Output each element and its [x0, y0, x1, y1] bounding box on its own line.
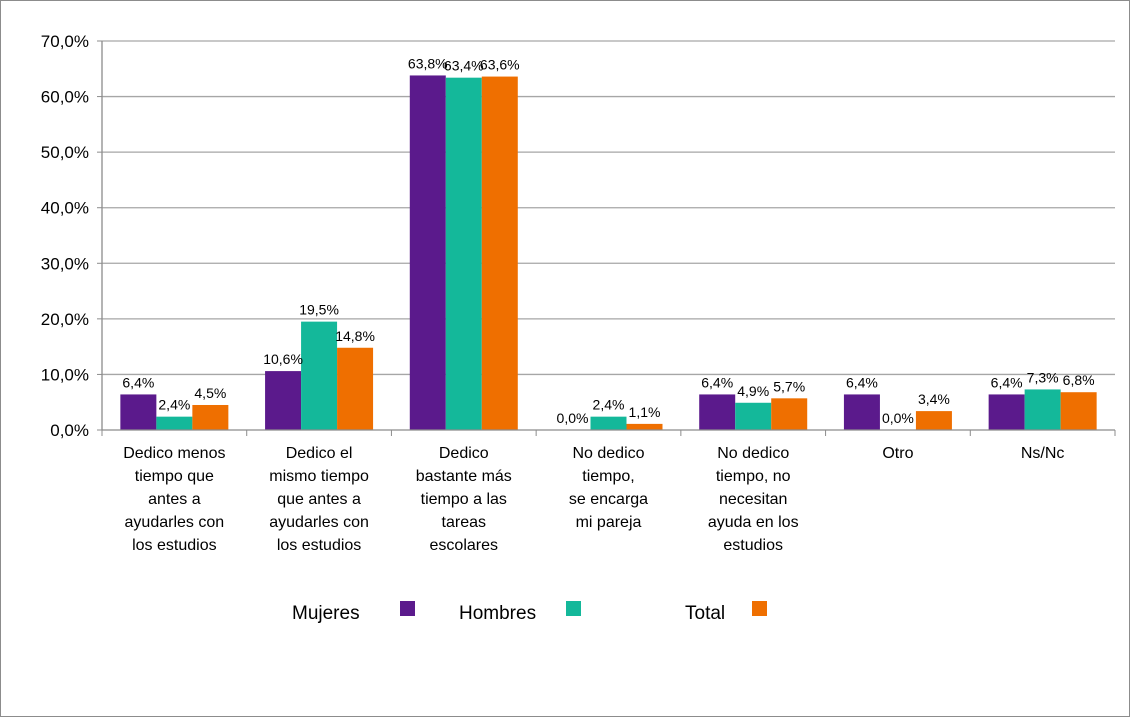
- data-label: 63,4%: [444, 58, 484, 74]
- category-label-line: los estudios: [132, 537, 217, 554]
- category-label-line: tiempo,: [582, 468, 634, 485]
- category-label-line: necesitan: [719, 491, 788, 508]
- category-label-line: Dedico el: [286, 445, 353, 462]
- bar: [409, 75, 446, 430]
- category-label-line: mi pareja: [576, 514, 642, 531]
- y-tick-label: 70,0%: [41, 32, 89, 51]
- data-label: 6,4%: [991, 374, 1023, 390]
- bar: [988, 394, 1025, 430]
- category-label-line: tareas: [442, 514, 486, 531]
- bar: [337, 347, 374, 430]
- y-tick-label: 0,0%: [50, 421, 89, 440]
- bar: [481, 76, 518, 431]
- category-label-line: tiempo, no: [716, 468, 791, 485]
- data-label: 6,4%: [846, 374, 878, 390]
- category-label-line: bastante más: [416, 468, 512, 485]
- category-label: Dedico el mismo tiempo que antes a ayudarle…: [269, 445, 369, 554]
- y-tick-label: 60,0%: [41, 88, 89, 107]
- category-label-line: Ns/Nc: [1021, 445, 1065, 462]
- bar: [843, 394, 880, 430]
- data-label: 14,8%: [335, 328, 375, 344]
- bar: [590, 416, 627, 430]
- y-tick-label: 20,0%: [41, 310, 89, 329]
- legend-swatch: [752, 601, 767, 616]
- category-label: Ns/Nc: [1021, 445, 1065, 462]
- category-label: Dedico bastante más tiempo a las tareas esco…: [416, 445, 512, 554]
- bar: [301, 321, 338, 430]
- bar: [915, 411, 952, 430]
- data-label: 1,1%: [629, 404, 661, 420]
- bar: [445, 77, 482, 431]
- data-label: 4,5%: [194, 385, 226, 401]
- bar: [771, 398, 808, 430]
- bar: [1024, 389, 1061, 430]
- data-label: 63,6%: [480, 57, 520, 73]
- category-label-line: mismo tiempo: [269, 468, 369, 485]
- category-label-line: ayudarles con: [125, 514, 225, 531]
- category-label-line: tiempo a las: [421, 491, 507, 508]
- data-label: 7,3%: [1027, 369, 1059, 385]
- bar: [1060, 392, 1097, 430]
- category-label-line: No dedico: [717, 445, 789, 462]
- category-label-line: Dedico: [439, 445, 489, 462]
- y-tick-label: 30,0%: [41, 254, 89, 273]
- bar: [626, 423, 663, 430]
- data-label: 10,6%: [263, 351, 303, 367]
- category-label-line: tiempo que: [135, 468, 214, 485]
- category-label-line: antes a: [148, 491, 201, 508]
- data-labels: 6,4%2,4%4,5%10,6%19,5%14,8%63,8%63,4%63,…: [122, 55, 1094, 426]
- legend-label: Mujeres: [292, 603, 360, 624]
- bar: [699, 394, 736, 430]
- data-label: 6,4%: [701, 374, 733, 390]
- y-tick-label: 50,0%: [41, 143, 89, 162]
- category-label: Otro: [882, 445, 913, 462]
- legend-label: Hombres: [459, 603, 536, 624]
- bar: [120, 394, 157, 430]
- data-label: 19,5%: [299, 302, 339, 318]
- y-tick-label: 10,0%: [41, 365, 89, 384]
- y-tick-label: 40,0%: [41, 199, 89, 218]
- category-label-line: que antes a: [277, 491, 361, 508]
- category-label-line: Otro: [882, 445, 913, 462]
- data-label: 6,8%: [1063, 372, 1095, 388]
- axes: [97, 40, 1116, 436]
- data-label: 0,0%: [557, 410, 589, 426]
- data-label: 0,0%: [882, 410, 914, 426]
- category-label-line: ayudarles con: [269, 514, 369, 531]
- legend-label: Total: [685, 603, 725, 624]
- gridlines: [102, 40, 1115, 376]
- y-axis-ticks: 0,0% 10,0% 20,0% 30,0% 40,0% 50,0% 60,0% 70,0%: [41, 32, 89, 440]
- legend-swatch: [400, 601, 415, 616]
- category-label: Dedico menos tiempo que antes a ayudarles c…: [123, 445, 225, 554]
- category-label-line: No dedico: [572, 445, 644, 462]
- category-label-line: ayuda en los: [708, 514, 799, 531]
- category-label-line: estudios: [723, 537, 783, 554]
- legend-swatch: [566, 601, 581, 616]
- data-label: 2,4%: [158, 397, 190, 413]
- data-label: 63,8%: [408, 55, 448, 71]
- category-label-line: los estudios: [277, 537, 362, 554]
- data-label: 3,4%: [918, 391, 950, 407]
- category-labels: Dedico menos tiempo que antes a ayudarles c…: [123, 445, 1064, 554]
- data-label: 2,4%: [593, 397, 625, 413]
- bar: [156, 416, 193, 430]
- category-label-line: se encarga: [569, 491, 648, 508]
- bar: [265, 371, 302, 430]
- category-label-line: escolares: [430, 537, 498, 554]
- data-label: 4,9%: [737, 383, 769, 399]
- category-label: No dedico tiempo, no necesitan ayuda en los…: [708, 445, 799, 554]
- data-label: 6,4%: [122, 374, 154, 390]
- legend: Mujeres Hombres Total: [292, 601, 767, 624]
- category-label: No dedico tiempo, se encarga mi pareja: [569, 445, 648, 531]
- bar: [735, 402, 772, 430]
- data-label: 5,7%: [773, 378, 805, 394]
- bar: [192, 404, 229, 430]
- bars: [120, 75, 1097, 431]
- category-label-line: Dedico menos: [123, 445, 225, 462]
